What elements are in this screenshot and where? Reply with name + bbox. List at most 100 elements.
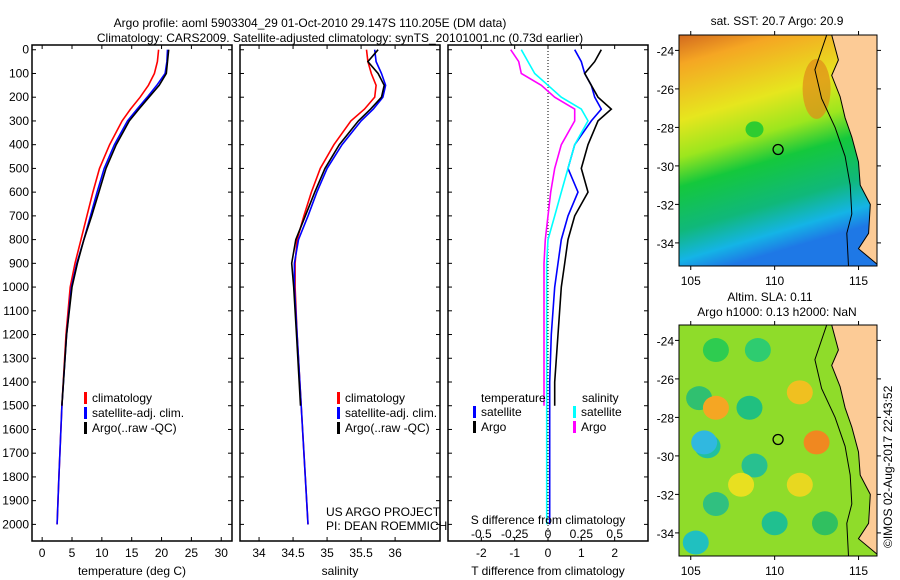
sla-map-blob — [736, 395, 763, 420]
depth-tick-label: 100 — [9, 66, 29, 80]
salinity-series-argo — [290, 49, 386, 406]
title-line-1: Argo profile: aoml 5903304_29 01-Oct-201… — [114, 16, 507, 30]
sst-map-ytick-label: -34 — [657, 237, 675, 251]
depth-tick-label: 900 — [9, 256, 29, 270]
sla-map-blob — [691, 430, 718, 455]
difference-xtick-label: 0 — [545, 546, 552, 560]
salinity-diff-legend-label: satellite — [581, 405, 622, 419]
sla-map-blob — [803, 430, 830, 455]
salinity-frame — [239, 44, 441, 542]
legend-header-salinity: salinity — [582, 391, 619, 405]
difference-series-s-argo — [510, 49, 576, 406]
sla-map-blob — [744, 338, 771, 363]
salinity-diff-legend-label: Argo — [581, 420, 607, 434]
sst-map-ytick-label: -30 — [657, 160, 675, 174]
sla-map-blob — [728, 472, 755, 497]
temperature-xlabel: temperature (deg C) — [78, 564, 186, 578]
temperature-frame — [31, 44, 233, 542]
depth-tick-label: 200 — [9, 90, 29, 104]
difference-series-t-argo — [553, 49, 613, 406]
depth-tick-label: 1200 — [2, 328, 29, 342]
sla-map-blob — [702, 338, 729, 363]
s-diff-tick-label: 0.25 — [570, 527, 594, 541]
sla-map-blob — [811, 511, 838, 536]
sla-map-blob — [761, 511, 788, 536]
temperature-xtick-label: 5 — [69, 546, 76, 560]
difference-series-s-satellite — [520, 49, 589, 525]
sla-map-xtick-label: 110 — [765, 564, 784, 578]
salinity-xtick-label: 35.5 — [349, 546, 373, 560]
imos-credit: ©IMOS 02-Aug-2017 22:43:52 — [881, 385, 895, 548]
difference-xtick-label: -1 — [509, 546, 520, 560]
depth-tick-label: 500 — [9, 161, 29, 175]
temperature-diff-legend-swatch — [473, 406, 476, 418]
temperature-legend-swatch — [84, 422, 87, 434]
depth-tick-label: 1000 — [2, 280, 29, 294]
salinity-xlabel: salinity — [322, 564, 359, 578]
salinity-series-climatology — [294, 49, 377, 525]
difference-xtick-label: 1 — [578, 546, 585, 560]
sst-map-ytick-label: -32 — [657, 198, 675, 212]
salinity-legend-swatch — [337, 422, 340, 434]
sla-map-field — [679, 325, 877, 556]
depth-tick-label: 700 — [9, 209, 29, 223]
temperature-diff-legend-label: Argo — [481, 420, 507, 434]
sla-map-ytick-label: -32 — [657, 488, 675, 502]
sst-map-ytick-label: -24 — [657, 44, 675, 58]
sla-map-blob — [702, 492, 729, 517]
depth-tick-label: 1500 — [2, 399, 29, 413]
salinity-diff-legend-swatch — [573, 406, 576, 418]
sst-map-ytick-label: -28 — [657, 121, 675, 135]
sst-map-blob — [745, 121, 764, 138]
sla-map-argo-marker — [772, 433, 784, 446]
temperature-legend-label: satellite-adj. clim. — [92, 406, 184, 420]
s-diff-tick-label: -0.5 — [471, 527, 492, 541]
sst-map-land — [831, 35, 877, 265]
temperature-diff-legend-label: satellite — [481, 405, 522, 419]
sst-map-argo-marker — [772, 143, 784, 156]
difference-frame — [447, 44, 649, 542]
depth-tick-label: 1300 — [2, 351, 29, 365]
salinity-diff-legend-swatch — [573, 421, 576, 433]
sla-map-ytick-label: -34 — [657, 527, 675, 541]
sst-map-title: sat. SST: 20.7 Argo: 20.9 — [711, 14, 844, 28]
depth-tick-label: 0 — [22, 43, 29, 57]
sla-map-blob — [741, 453, 768, 478]
sla-map-xtick-label: 105 — [681, 564, 701, 578]
temperature-legend-swatch — [84, 392, 87, 404]
sla-map-ytick-label: -26 — [657, 373, 675, 387]
sla-map-xtick-label: 115 — [849, 564, 868, 578]
depth-tick-label: 2000 — [2, 517, 29, 531]
temperature-xtick-label: 10 — [95, 546, 109, 560]
temperature-xtick-label: 0 — [39, 546, 46, 560]
sla-map-ytick-label: -30 — [657, 450, 675, 464]
salinity-xtick-label: 35 — [320, 546, 334, 560]
salinity-xtick-label: 34.5 — [281, 546, 305, 560]
depth-tick-label: 300 — [9, 114, 29, 128]
pi-annotation: PI: DEAN ROEMMICH — [326, 519, 447, 533]
depth-tick-label: 400 — [9, 138, 29, 152]
depth-tick-label: 1100 — [3, 304, 29, 318]
s-diff-tick-label: 0 — [545, 527, 552, 541]
s-diff-tick-label: 0.5 — [606, 527, 623, 541]
sst-map-isobath — [814, 35, 853, 266]
salinity-xtick-label: 34 — [252, 546, 266, 560]
title-line-2: Climatology: CARS2009. Satellite-adjuste… — [97, 31, 583, 45]
salinity-legend-swatch — [337, 392, 340, 404]
temperature-xtick-label: 15 — [125, 546, 139, 560]
depth-tick-label: 600 — [9, 185, 29, 199]
temperature-xtick-label: 30 — [215, 546, 229, 560]
sla-map-blob — [682, 530, 709, 555]
difference-xlabel: T difference from climatology — [471, 564, 625, 578]
project-annotation: US ARGO PROJECT — [326, 505, 441, 519]
temperature-legend-label: climatology — [92, 391, 152, 405]
depth-tick-label: 1600 — [2, 422, 29, 436]
temperature-xtick-label: 20 — [155, 546, 169, 560]
sla-map-blob — [786, 472, 813, 497]
depth-tick-label: 800 — [9, 233, 29, 247]
sst-map-ytick-label: -26 — [657, 83, 675, 97]
sla-map-land — [831, 325, 877, 555]
depth-tick-label: 1700 — [2, 446, 29, 460]
difference-xtick-label: 2 — [611, 546, 618, 560]
